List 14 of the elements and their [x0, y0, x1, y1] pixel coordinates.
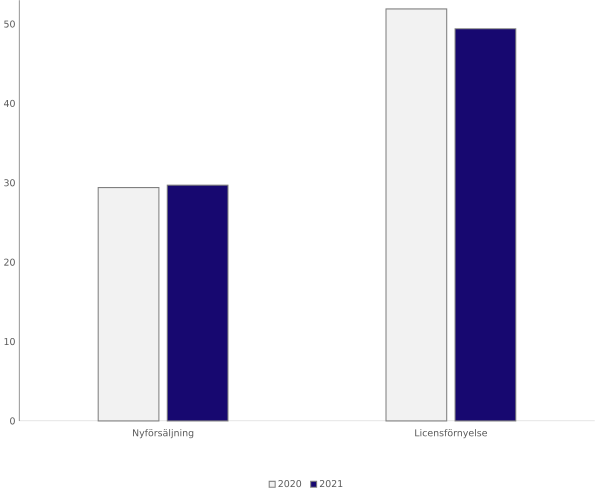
y-tick-label: 50: [4, 20, 15, 28]
bar: [454, 28, 516, 422]
y-tick-label: 20: [4, 258, 15, 266]
y-tick-label: 0: [10, 417, 15, 425]
x-tick-label: Nyförsäljning: [132, 429, 194, 438]
bar: [98, 187, 160, 422]
y-tick-label: 30: [4, 179, 15, 186]
y-tick-label: 40: [4, 100, 15, 108]
legend-label: 2020: [278, 480, 302, 488]
legend-label: 2021: [320, 480, 342, 488]
y-tick-label: 10: [4, 338, 15, 346]
x-tick-label: Licensförnyelse: [415, 429, 487, 438]
bar: [166, 184, 228, 422]
bar: [385, 8, 448, 422]
